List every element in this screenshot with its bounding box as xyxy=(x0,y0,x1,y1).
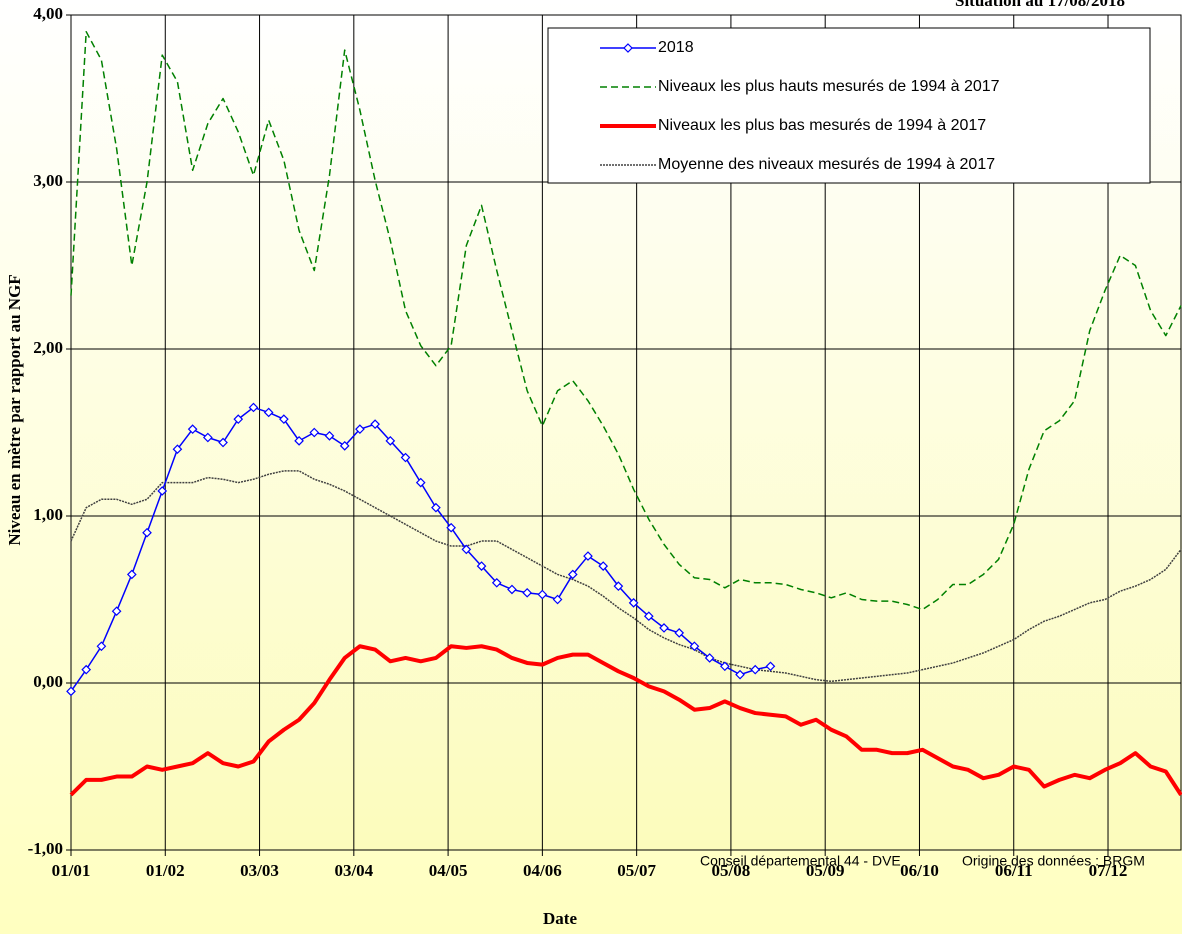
footer-credit: Conseil départemental 44 - DVE xyxy=(700,853,901,869)
data-point xyxy=(689,641,700,652)
y-axis-label: Niveau en mètre par rapport au NGF xyxy=(5,274,24,545)
data-point xyxy=(203,432,213,443)
data-point xyxy=(750,664,761,675)
chart-title: Situation au 17/08/2018 xyxy=(955,0,1125,10)
legend: 2018 Niveaux les plus hauts mesurés de 19… xyxy=(547,27,1151,184)
data-point xyxy=(628,597,639,608)
data-point xyxy=(111,606,122,617)
data-point xyxy=(537,589,548,600)
data-point xyxy=(218,437,228,448)
x-tick-label: 05/09 xyxy=(806,861,845,880)
x-tick-label: 06/11 xyxy=(995,861,1033,880)
x-tick-label: 06/10 xyxy=(900,861,939,880)
y-tick-label: 1,00 xyxy=(33,505,63,524)
x-tick-label: 04/06 xyxy=(523,861,562,880)
data-point xyxy=(522,587,533,598)
legend-box xyxy=(547,27,1151,184)
legend-label: Niveaux les plus bas mesurés de 1994 à 2… xyxy=(658,117,986,134)
data-point xyxy=(187,424,198,435)
footer-source: Origine des données : BRGM xyxy=(962,853,1145,869)
data-point xyxy=(446,522,456,533)
legend-label: 2018 xyxy=(658,39,694,56)
x-tick-label: 03/04 xyxy=(334,861,373,880)
data-point xyxy=(476,561,487,571)
data-point xyxy=(279,414,289,424)
data-point xyxy=(583,551,593,561)
data-point xyxy=(765,661,776,672)
data-point xyxy=(263,407,274,418)
data-point xyxy=(659,623,669,633)
series-line xyxy=(70,470,1182,683)
data-point xyxy=(309,427,320,438)
data-point xyxy=(339,441,350,451)
data-point xyxy=(233,414,244,424)
data-point xyxy=(126,569,137,580)
data-point xyxy=(66,686,76,697)
x-tick-label: 05/08 xyxy=(712,861,751,880)
data-point xyxy=(355,424,365,435)
data-point xyxy=(431,502,441,513)
x-tick-label: 04/05 xyxy=(429,861,468,880)
data-point xyxy=(552,594,563,605)
data-point xyxy=(461,544,472,555)
legend-marker xyxy=(623,43,633,53)
series-line xyxy=(70,30,1182,611)
data-point xyxy=(613,581,624,591)
data-point xyxy=(81,664,92,675)
legend-label: Moyenne des niveaux mesurés de 1994 à 20… xyxy=(658,156,995,173)
x-axis-label: Date xyxy=(543,909,577,928)
data-point xyxy=(598,561,609,571)
data-point xyxy=(142,527,152,538)
y-tick-label: -1,00 xyxy=(28,839,63,858)
data-point xyxy=(719,661,730,672)
data-point xyxy=(294,436,304,446)
y-tick-label: 2,00 xyxy=(33,338,63,357)
data-point xyxy=(324,430,335,441)
data-point xyxy=(507,584,517,595)
data-point xyxy=(491,577,502,588)
data-point xyxy=(157,486,168,496)
x-tick-label: 07/12 xyxy=(1089,861,1128,880)
series-line xyxy=(69,644,1182,797)
data-point xyxy=(385,436,396,446)
x-tick-label: 05/07 xyxy=(617,861,656,880)
data-point xyxy=(248,402,259,413)
data-point xyxy=(735,669,745,680)
x-tick-label: 01/02 xyxy=(146,861,185,880)
y-tick-label: 0,00 xyxy=(33,672,63,691)
y-tick-label: 4,00 xyxy=(33,4,63,23)
data-point xyxy=(415,477,426,488)
x-tick-label: 01/01 xyxy=(52,861,91,880)
data-point xyxy=(643,611,654,622)
x-tick-label: 03/03 xyxy=(240,861,279,880)
legend-label: Niveaux les plus hauts mesurés de 1994 à… xyxy=(658,78,1000,95)
y-tick-label: 3,00 xyxy=(33,171,63,190)
data-point xyxy=(674,628,685,638)
data-point xyxy=(96,641,107,652)
data-point xyxy=(172,444,183,455)
data-point xyxy=(370,419,380,429)
data-point xyxy=(400,452,411,463)
data-point xyxy=(567,569,578,580)
data-point xyxy=(704,653,715,663)
